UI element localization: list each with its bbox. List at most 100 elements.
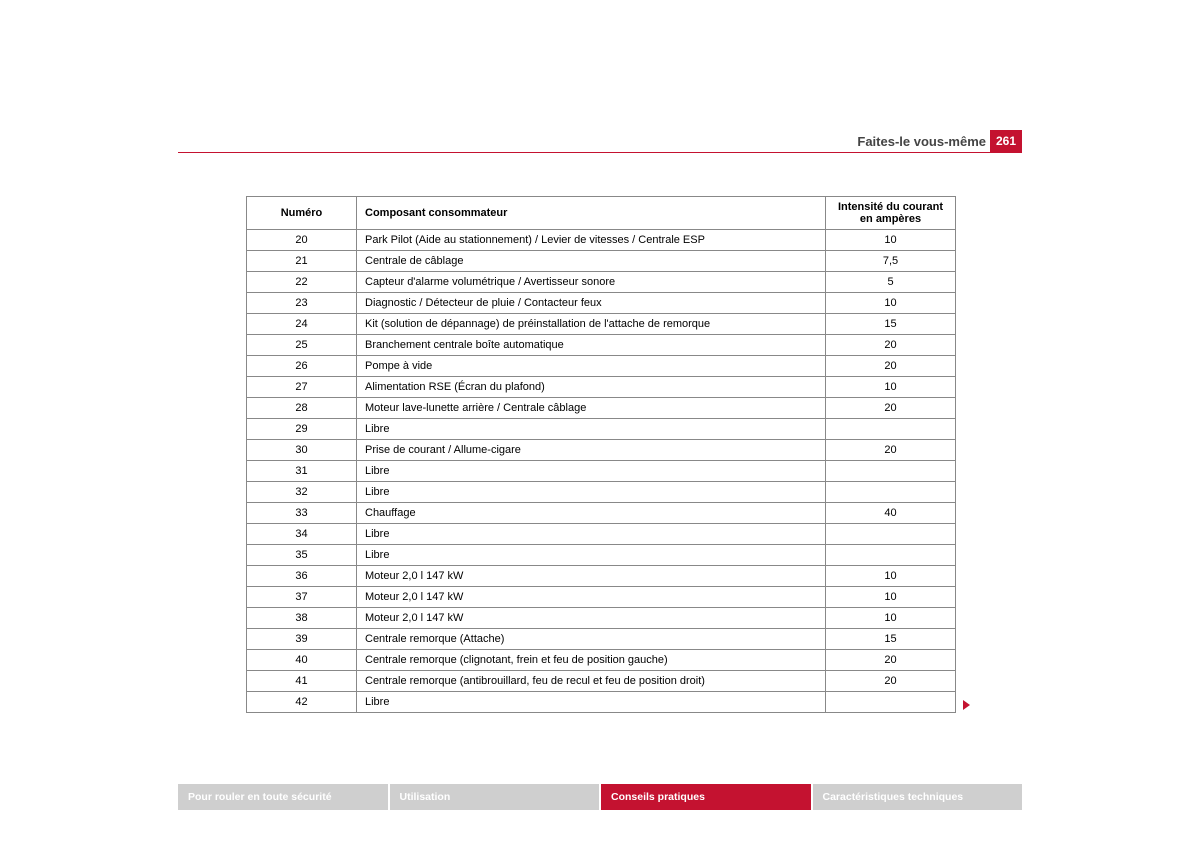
section-title: Faites-le vous-même	[857, 134, 986, 149]
table-row: 33Chauffage40	[247, 503, 956, 524]
cell-composant: Libre	[357, 419, 826, 440]
table-row: 35Libre	[247, 545, 956, 566]
cell-composant: Park Pilot (Aide au stationnement) / Lev…	[357, 230, 826, 251]
cell-composant: Pompe à vide	[357, 356, 826, 377]
cell-numero: 28	[247, 398, 357, 419]
col-header-composant: Composant consommateur	[357, 197, 826, 230]
cell-composant: Moteur lave-lunette arrière / Centrale c…	[357, 398, 826, 419]
cell-numero: 27	[247, 377, 357, 398]
table-row: 34Libre	[247, 524, 956, 545]
cell-numero: 38	[247, 608, 357, 629]
cell-intensite: 20	[826, 440, 956, 461]
cell-composant: Chauffage	[357, 503, 826, 524]
cell-intensite: 7,5	[826, 251, 956, 272]
cell-composant: Libre	[357, 692, 826, 713]
cell-composant: Centrale remorque (clignotant, frein et …	[357, 650, 826, 671]
cell-intensite	[826, 419, 956, 440]
cell-numero: 34	[247, 524, 357, 545]
cell-composant: Capteur d'alarme volumétrique / Avertiss…	[357, 272, 826, 293]
cell-intensite	[826, 692, 956, 713]
cell-intensite: 20	[826, 356, 956, 377]
cell-numero: 25	[247, 335, 357, 356]
cell-numero: 32	[247, 482, 357, 503]
table-header-row: Numéro Composant consommateur Intensité …	[247, 197, 956, 230]
cell-numero: 41	[247, 671, 357, 692]
cell-numero: 23	[247, 293, 357, 314]
table-row: 36Moteur 2,0 l 147 kW10	[247, 566, 956, 587]
cell-intensite: 10	[826, 566, 956, 587]
cell-intensite: 20	[826, 398, 956, 419]
nav-tab[interactable]: Conseils pratiques	[601, 784, 811, 810]
table-row: 39Centrale remorque (Attache)15	[247, 629, 956, 650]
cell-composant: Moteur 2,0 l 147 kW	[357, 587, 826, 608]
cell-intensite: 20	[826, 671, 956, 692]
table-row: 32Libre	[247, 482, 956, 503]
table-row: 26Pompe à vide20	[247, 356, 956, 377]
cell-composant: Alimentation RSE (Écran du plafond)	[357, 377, 826, 398]
cell-intensite	[826, 524, 956, 545]
table-row: 31Libre	[247, 461, 956, 482]
cell-composant: Centrale remorque (Attache)	[357, 629, 826, 650]
nav-tab[interactable]: Caractéristiques techniques	[813, 784, 1023, 810]
cell-intensite: 10	[826, 230, 956, 251]
cell-composant: Moteur 2,0 l 147 kW	[357, 608, 826, 629]
col-header-numero: Numéro	[247, 197, 357, 230]
table-body: 20 Park Pilot (Aide au stationnement) / L…	[247, 230, 956, 713]
cell-composant: Libre	[357, 545, 826, 566]
table-row: 20Park Pilot (Aide au stationnement) / L…	[247, 230, 956, 251]
table-row: 27Alimentation RSE (Écran du plafond)10	[247, 377, 956, 398]
table-row: 29Libre	[247, 419, 956, 440]
cell-numero: 42	[247, 692, 357, 713]
fuse-table-container: Numéro Composant consommateur Intensité …	[246, 196, 956, 713]
table-row: 24Kit (solution de dépannage) de préinst…	[247, 314, 956, 335]
header-rule	[178, 152, 1022, 153]
table-row: 41Centrale remorque (antibrouillard, feu…	[247, 671, 956, 692]
cell-intensite	[826, 482, 956, 503]
cell-numero: 35	[247, 545, 357, 566]
cell-intensite: 40	[826, 503, 956, 524]
cell-numero: 39	[247, 629, 357, 650]
table-row: 22Capteur d'alarme volumétrique / Averti…	[247, 272, 956, 293]
table-row: 37Moteur 2,0 l 147 kW10	[247, 587, 956, 608]
cell-intensite: 20	[826, 335, 956, 356]
cell-composant: Branchement centrale boîte automatique	[357, 335, 826, 356]
cell-intensite: 15	[826, 314, 956, 335]
cell-numero: 24	[247, 314, 357, 335]
cell-intensite: 5	[826, 272, 956, 293]
table-row: 23Diagnostic / Détecteur de pluie / Cont…	[247, 293, 956, 314]
cell-composant: Centrale remorque (antibrouillard, feu d…	[357, 671, 826, 692]
cell-composant: Prise de courant / Allume-cigare	[357, 440, 826, 461]
cell-composant: Libre	[357, 482, 826, 503]
cell-intensite: 10	[826, 293, 956, 314]
table-row: 38Moteur 2,0 l 147 kW10	[247, 608, 956, 629]
table-row: 21Centrale de câblage7,5	[247, 251, 956, 272]
nav-tab[interactable]: Utilisation	[390, 784, 600, 810]
cell-numero: 29	[247, 419, 357, 440]
cell-composant: Kit (solution de dépannage) de préinstal…	[357, 314, 826, 335]
cell-composant: Libre	[357, 524, 826, 545]
cell-intensite: 20	[826, 650, 956, 671]
cell-composant: Moteur 2,0 l 147 kW	[357, 566, 826, 587]
cell-numero: 37	[247, 587, 357, 608]
cell-numero: 21	[247, 251, 357, 272]
continuation-arrow-icon	[963, 700, 970, 710]
table-row: 25Branchement centrale boîte automatique…	[247, 335, 956, 356]
cell-composant: Diagnostic / Détecteur de pluie / Contac…	[357, 293, 826, 314]
cell-intensite: 10	[826, 377, 956, 398]
cell-numero: 26	[247, 356, 357, 377]
table-row: 28Moteur lave-lunette arrière / Centrale…	[247, 398, 956, 419]
cell-numero: 33	[247, 503, 357, 524]
cell-numero: 30	[247, 440, 357, 461]
table-row: 30Prise de courant / Allume-cigare20	[247, 440, 956, 461]
cell-intensite	[826, 545, 956, 566]
cell-composant: Libre	[357, 461, 826, 482]
cell-numero: 36	[247, 566, 357, 587]
cell-intensite: 10	[826, 608, 956, 629]
cell-intensite: 15	[826, 629, 956, 650]
cell-numero: 40	[247, 650, 357, 671]
fuse-table: Numéro Composant consommateur Intensité …	[246, 196, 956, 713]
table-row: 40Centrale remorque (clignotant, frein e…	[247, 650, 956, 671]
cell-numero: 22	[247, 272, 357, 293]
nav-tab[interactable]: Pour rouler en toute sécurité	[178, 784, 388, 810]
col-header-intensite: Intensité du courant en ampères	[826, 197, 956, 230]
